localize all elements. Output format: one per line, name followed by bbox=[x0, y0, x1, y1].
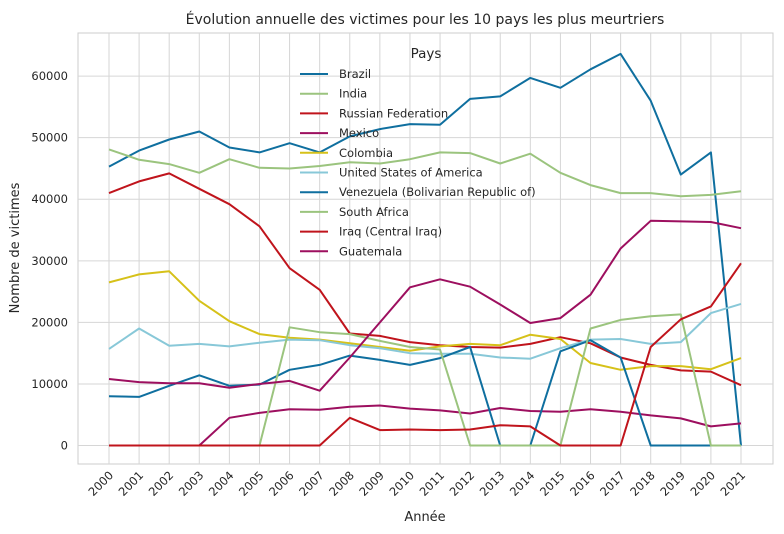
series-line bbox=[108, 172, 742, 387]
x-axis-ticks: 2000 2001 2002 2003 2004 2005 2006 2007 2008 2009… bbox=[86, 468, 749, 499]
series-line bbox=[108, 219, 742, 392]
x-tick-label: 2005 bbox=[236, 468, 267, 499]
x-tick-label: 2006 bbox=[266, 468, 297, 499]
series-line bbox=[108, 148, 742, 198]
y-tick-label: 50000 bbox=[31, 131, 68, 145]
y-tick-label: 40000 bbox=[31, 192, 68, 206]
x-tick-label: 2013 bbox=[477, 468, 508, 499]
legend-entry: United States of America bbox=[339, 166, 483, 180]
x-axis-label: Année bbox=[404, 510, 445, 525]
x-tick-label: 2017 bbox=[597, 468, 628, 499]
series-line bbox=[109, 404, 742, 447]
y-tick-label: 0 bbox=[61, 439, 68, 453]
legend-entry: Guatemala bbox=[339, 244, 402, 258]
y-tick-label: 10000 bbox=[31, 377, 68, 391]
x-tick-label: 2020 bbox=[687, 468, 718, 499]
legend-entry: Iraq (Central Iraq) bbox=[339, 225, 442, 239]
series-line bbox=[108, 302, 742, 360]
x-tick-label: 2021 bbox=[718, 468, 749, 499]
x-tick-label: 2016 bbox=[567, 468, 598, 499]
legend-entry: Russian Federation bbox=[339, 106, 448, 120]
legend-entry: India bbox=[339, 87, 367, 101]
legend: Pays Brazil India Russian Federation Mexico C… bbox=[300, 46, 536, 258]
x-tick-label: 2014 bbox=[507, 468, 538, 499]
x-tick-label: 2015 bbox=[537, 468, 568, 499]
legend-entry: Venezuela (Bolivarian Republic of) bbox=[339, 185, 536, 199]
y-tick-label: 60000 bbox=[31, 69, 68, 83]
x-tick-label: 2004 bbox=[206, 468, 237, 499]
y-axis-ticks: 0 10000 20000 30000 40000 50000 60000 bbox=[31, 69, 68, 452]
y-tick-label: 20000 bbox=[31, 315, 68, 329]
legend-entry: South Africa bbox=[339, 205, 409, 219]
y-tick-label: 30000 bbox=[31, 254, 68, 268]
x-tick-label: 2007 bbox=[296, 468, 327, 499]
legend-entry: Colombia bbox=[339, 146, 393, 160]
x-tick-label: 2011 bbox=[417, 468, 448, 499]
x-tick-label: 2009 bbox=[356, 468, 387, 499]
legend-entry: Mexico bbox=[339, 126, 379, 140]
x-tick-label: 2012 bbox=[447, 468, 478, 499]
y-axis-label: Nombre de victimes bbox=[8, 182, 23, 313]
x-tick-label: 2003 bbox=[176, 468, 207, 499]
x-tick-label: 2000 bbox=[86, 468, 117, 499]
chart-title: Évolution annuelle des victimes pour les… bbox=[186, 11, 665, 28]
x-tick-label: 2018 bbox=[627, 468, 658, 499]
x-tick-label: 2019 bbox=[657, 468, 688, 499]
plot-area bbox=[77, 32, 774, 465]
legend-entry: Brazil bbox=[339, 67, 371, 81]
x-tick-label: 2010 bbox=[386, 468, 417, 499]
series-line bbox=[108, 339, 741, 447]
series-line bbox=[108, 52, 742, 446]
x-tick-label: 2001 bbox=[116, 468, 147, 499]
x-tick-label: 2002 bbox=[146, 468, 177, 499]
series-line bbox=[109, 262, 742, 447]
x-tick-label: 2008 bbox=[326, 468, 357, 499]
series-lines bbox=[108, 52, 742, 447]
legend-title: Pays bbox=[411, 46, 442, 62]
